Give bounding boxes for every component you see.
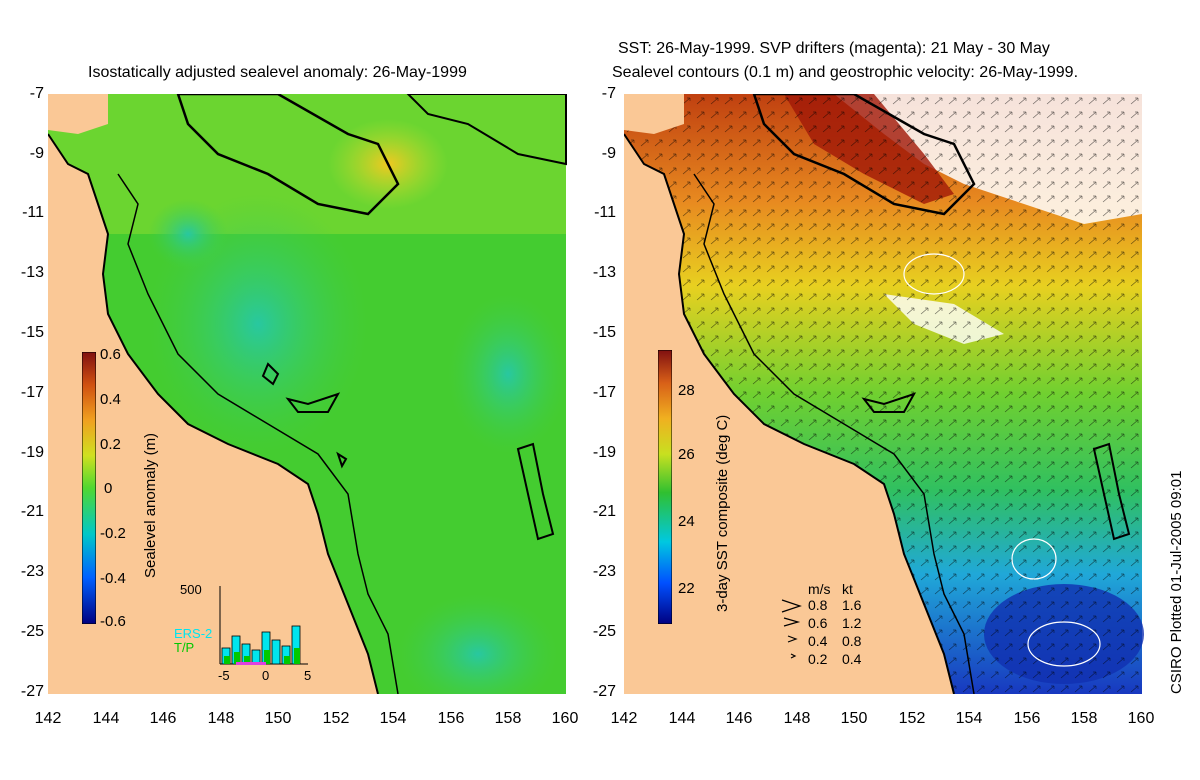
- sst-colorbar-label: 3-day SST composite (deg C): [714, 414, 731, 612]
- right-ytick: -17: [592, 384, 616, 401]
- right-xtick: 142: [610, 710, 638, 727]
- cbar-tick-4: -0.2: [100, 525, 126, 542]
- right-xtick: 148: [783, 710, 811, 727]
- velocity-legend-kt: 0.8: [842, 633, 862, 649]
- left-ytick: -25: [20, 623, 44, 640]
- right-ytick: -11: [594, 204, 616, 221]
- right-ytick: -23: [592, 563, 616, 580]
- right-ytick: -9: [601, 145, 616, 162]
- velocity-legend-header-ms: m/s: [808, 581, 831, 597]
- right-ytick: -21: [592, 503, 616, 520]
- sst-cbar-tick-3: 22: [678, 580, 695, 597]
- sealevel-colorbar-label: Sealevel anomaly (m): [142, 432, 159, 578]
- right-ytick: -7: [601, 85, 616, 102]
- left-xtick: 152: [322, 710, 350, 727]
- sst-cbar-tick-0: 28: [678, 382, 695, 399]
- right-ytick: -27: [592, 683, 616, 700]
- left-panel-title: Isostatically adjusted sealevel anomaly:…: [88, 64, 467, 81]
- left-ytick: -15: [20, 324, 44, 341]
- cbar-tick-0: 0.6: [100, 346, 121, 363]
- velocity-legend-ms: 0.8: [808, 597, 828, 613]
- right-xtick: 160: [1127, 710, 1155, 727]
- velocity-legend-kt: 1.6: [842, 597, 862, 613]
- velocity-legend-ms: 0.2: [808, 651, 828, 667]
- hist-bar: [294, 648, 300, 664]
- hist-bar: [264, 650, 270, 664]
- velocity-legend-arrows: [781, 599, 802, 659]
- left-ytick: -21: [20, 503, 44, 520]
- hist-bar: [224, 656, 230, 664]
- left-ytick: -11: [22, 204, 44, 221]
- right-xtick: 144: [668, 710, 696, 727]
- sealevel-map: [48, 94, 568, 694]
- cbar-tick-3: 0: [104, 480, 113, 497]
- sst-cbar-tick-2: 24: [678, 513, 695, 530]
- hist-bar: [271, 639, 281, 665]
- velocity-legend-ms: 0.4: [808, 633, 828, 649]
- credit-text: CSIRO Plotted 01-Jul-2005 09:01: [1168, 470, 1185, 694]
- hist-bar: [244, 656, 250, 664]
- left-xtick: 144: [92, 710, 120, 727]
- histogram-ymax: 500: [180, 582, 202, 597]
- right-panel-title-line2: Sealevel contours (0.1 m) and geostrophi…: [612, 64, 1079, 81]
- left-xtick: 148: [207, 710, 235, 727]
- sst-colorbar: [658, 350, 672, 624]
- left-ytick: -27: [20, 683, 44, 700]
- left-ytick: -9: [29, 145, 44, 162]
- left-ytick: -17: [20, 384, 44, 401]
- histogram-label-ers2: ERS-2: [174, 626, 213, 641]
- histogram-label-tp: T/P: [174, 640, 195, 655]
- left-xtick: 146: [149, 710, 177, 727]
- velocity-legend-ms: 0.6: [808, 615, 828, 631]
- left-xtick: 150: [264, 710, 292, 727]
- histogram-xtick-1: 0: [262, 668, 270, 683]
- sst-map: [624, 94, 1144, 694]
- histogram-xtick-0: -5: [218, 668, 230, 683]
- sst-cbar-tick-1: 26: [678, 446, 695, 463]
- right-ytick: -15: [592, 324, 616, 341]
- left-xtick: 156: [437, 710, 465, 727]
- right-xtick: 158: [1070, 710, 1098, 727]
- right-xtick: 156: [1013, 710, 1041, 727]
- right-xtick: 152: [898, 710, 926, 727]
- right-ytick: -25: [592, 623, 616, 640]
- left-xtick: 160: [551, 710, 579, 727]
- cbar-tick-2: 0.2: [100, 436, 121, 453]
- right-xtick: 150: [840, 710, 868, 727]
- left-ytick: -7: [29, 85, 44, 102]
- right-ytick: -13: [592, 264, 616, 281]
- cbar-tick-5: -0.4: [100, 570, 126, 587]
- left-xtick: 158: [494, 710, 522, 727]
- histogram-inset: [219, 586, 308, 665]
- hist-bar: [251, 649, 261, 665]
- left-ytick: -13: [20, 264, 44, 281]
- cbar-tick-1: 0.4: [100, 391, 121, 408]
- velocity-legend-header-kt: kt: [842, 581, 853, 597]
- histogram-xtick-2: 5: [304, 668, 312, 683]
- hist-bar: [234, 652, 240, 664]
- left-xtick: 142: [34, 710, 62, 727]
- velocity-legend-kt: 0.4: [842, 651, 862, 667]
- right-xtick: 146: [725, 710, 753, 727]
- left-ytick: -19: [20, 444, 44, 461]
- right-xtick: 154: [955, 710, 983, 727]
- cbar-tick-6: -0.6: [100, 613, 126, 630]
- right-ytick: -19: [592, 444, 616, 461]
- left-ytick: -23: [20, 563, 44, 580]
- right-panel-title-line1: SST: 26-May-1999. SVP drifters (magenta)…: [618, 40, 1050, 57]
- sealevel-colorbar: [82, 352, 96, 624]
- left-xtick: 154: [379, 710, 407, 727]
- velocity-legend-kt: 1.2: [842, 615, 862, 631]
- hist-bar: [284, 656, 290, 664]
